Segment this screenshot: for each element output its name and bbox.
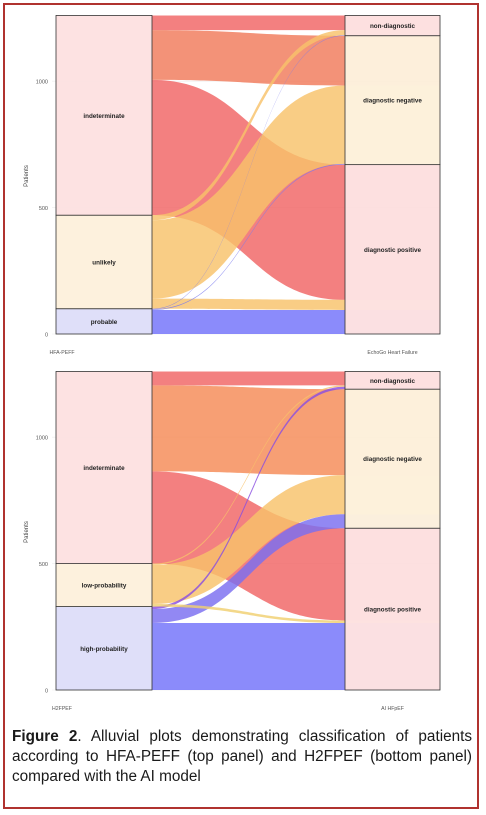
left-stratum-label: high-probability — [80, 646, 128, 653]
right-stratum-diagnostic-positive — [344, 527, 441, 691]
figure-border — [3, 3, 479, 809]
x-axis-left-label: H2FPEF — [52, 706, 72, 712]
right-stratum-label: diagnostic positive — [364, 607, 422, 614]
y-tick-label: 500 — [39, 206, 48, 212]
right-stratum-label: non-diagnostic — [370, 378, 416, 385]
right-stratum-label: diagnostic negative — [363, 456, 422, 463]
flow-indeterminate-to-non-diagnostic — [152, 371, 345, 386]
right-stratum-diagnostic-negative — [344, 388, 441, 529]
x-axis-right-label: AI HFpEF — [381, 706, 404, 712]
flow-probable-to-non-diagnostic — [152, 35, 345, 310]
right-stratum-non-diagnostic — [344, 15, 441, 37]
x-axis-left-label: HFA-PEFF — [49, 350, 74, 356]
left-stratum-label: indeterminate — [83, 113, 125, 120]
flow-unlikely-to-diagnostic-positive — [152, 298, 345, 310]
flow-low-probability-to-diagnostic-positive — [152, 604, 345, 624]
y-tick-label: 500 — [39, 562, 48, 568]
left-stratum-label: probable — [91, 319, 118, 326]
flow-indeterminate-to-diagnostic-negative — [152, 385, 345, 476]
flow-indeterminate-to-diagnostic-negative — [152, 30, 345, 86]
flow-low-probability-to-diagnostic-negative — [152, 475, 345, 605]
caption-text: . Alluvial plots demonstrating classific… — [12, 728, 473, 785]
left-stratum-label: unlikely — [92, 259, 116, 266]
alluvial-chart-h2fpef: 0 500 1000 Patients high-probability low-prob… — [24, 371, 441, 712]
left-stratum-indeterminate — [55, 15, 153, 216]
flow-probable-to-diagnostic-positive — [152, 309, 345, 334]
y-tick-label: 1000 — [36, 436, 48, 442]
right-stratum-label: diagnostic negative — [363, 98, 422, 105]
x-axis-right-label: EchoGo Heart Failure — [367, 350, 417, 356]
flow-high-probability-to-non-diagnostic — [152, 386, 345, 610]
flow-high-probability-to-diagnostic-positive — [152, 623, 345, 690]
flow-low-probability-to-non-diagnostic — [152, 385, 345, 565]
y-tick-label: 1000 — [36, 80, 48, 86]
right-stratum-non-diagnostic — [344, 371, 441, 390]
bottom-panel: 0 500 1000 Patients high-probability low-prob… — [14, 368, 466, 722]
right-stratum-label: non-diagnostic — [370, 23, 416, 30]
flow-unlikely-to-diagnostic-negative — [152, 85, 345, 299]
flow-unlikely-to-non-diagnostic — [152, 30, 345, 221]
caption-label: Figure 2 — [12, 728, 78, 745]
top-panel: 0 500 1000 Patients probable unlikely indeterm… — [14, 12, 466, 366]
right-stratum-diagnostic-positive — [344, 164, 441, 335]
left-stratum-probable — [55, 308, 153, 335]
alluvial-chart-hfa-peff: 0 500 1000 Patients probable unlikely indeterm… — [24, 15, 441, 356]
left-stratum-unlikely — [55, 214, 153, 310]
y-axis-label: Patients — [24, 521, 30, 543]
y-tick-label: 0 — [45, 333, 48, 339]
y-axis-label: Patients — [24, 165, 30, 187]
right-stratum-diagnostic-negative — [344, 35, 441, 166]
left-stratum-indeterminate — [55, 371, 153, 565]
flow-probable-to-diagnostic-negative — [152, 163, 345, 310]
y-tick-label: 0 — [45, 689, 48, 695]
figure-caption: Figure 2. Alluvial plots demonstrating c… — [12, 727, 472, 787]
left-stratum-high-probability — [55, 606, 153, 691]
right-stratum-label: diagnostic positive — [364, 247, 422, 254]
flow-indeterminate-to-non-diagnostic — [152, 15, 345, 31]
left-stratum-low-probability — [55, 563, 153, 607]
left-stratum-label: low-probability — [82, 583, 127, 590]
left-stratum-label: indeterminate — [83, 465, 125, 472]
flow-high-probability-to-diagnostic-negative — [152, 514, 345, 624]
